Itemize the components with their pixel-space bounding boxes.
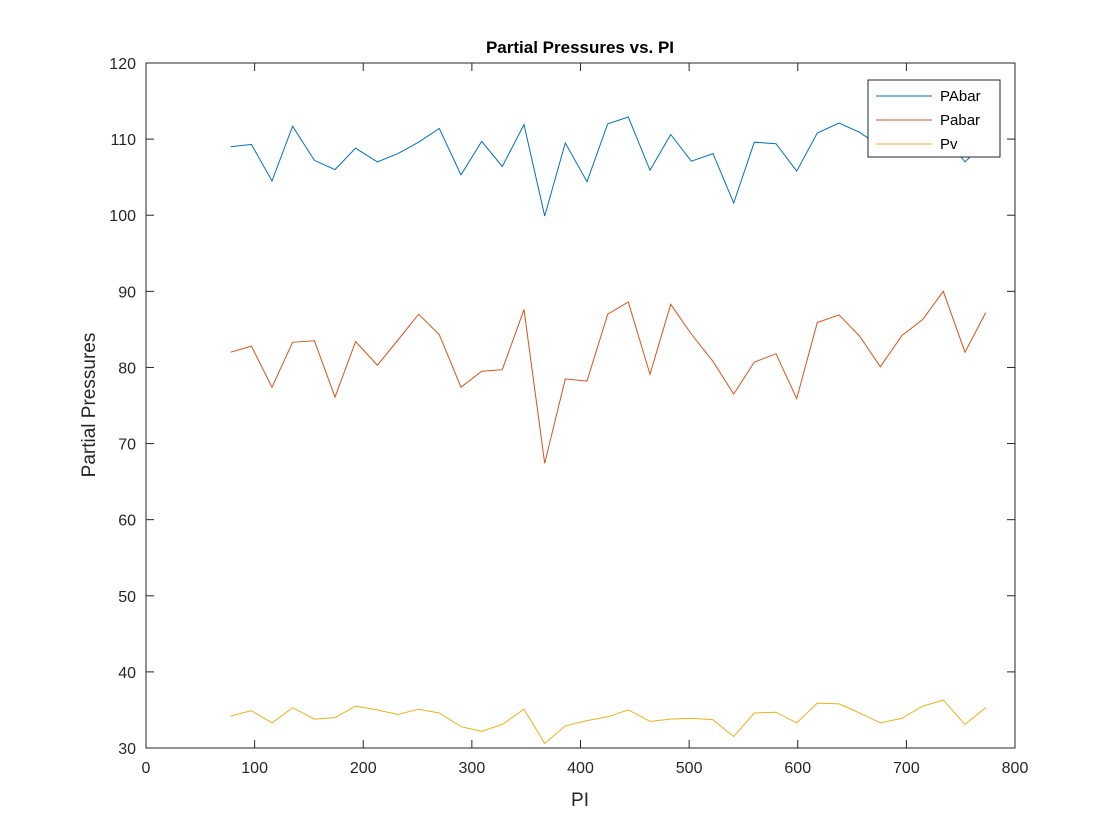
x-tick-label: 200 [350,760,377,777]
y-tick-label: 70 [118,437,136,454]
x-tick-label: 600 [784,760,811,777]
x-axis-title: PI [571,790,589,811]
legend-label-pabar: Pabar [940,112,980,129]
chart-title: Partial Pressures vs. PI [486,38,674,57]
series-line-pv [230,699,987,745]
x-tick-label: 100 [241,760,268,777]
y-tick-label: 30 [118,741,136,758]
y-tick-label: 120 [109,56,136,73]
y-tick-label: 110 [110,132,136,149]
y-tick-label: 100 [109,208,136,225]
x-tick-label: 700 [893,760,920,777]
x-tick-label: 300 [459,760,486,777]
series-line-pabar [230,116,987,217]
series-layer [230,116,987,745]
y-tick-label: 40 [118,665,136,682]
ticks-layer: 0 100 200 300 400 500 600 700 800 30 40 50 60 70 80 90 1… [109,56,1028,777]
y-tick-label: 50 [118,589,136,606]
x-tick-label: 800 [1002,760,1029,777]
y-tick-label: 60 [118,513,136,530]
plot-area [145,62,1016,749]
y-tick-label: 90 [118,284,136,301]
y-tick-label: 80 [118,360,136,377]
x-tick-label: 400 [567,760,594,777]
y-axis-title: Partial Pressures [79,333,100,478]
legend: PAbar Pabar Pv [867,79,1001,158]
x-tick-label: 500 [676,760,703,777]
x-tick-label: 0 [142,760,151,777]
series-line-pabar [230,290,987,464]
legend-label-pv: Pv [940,136,958,153]
legend-label-pabar: PAbar [940,88,981,105]
